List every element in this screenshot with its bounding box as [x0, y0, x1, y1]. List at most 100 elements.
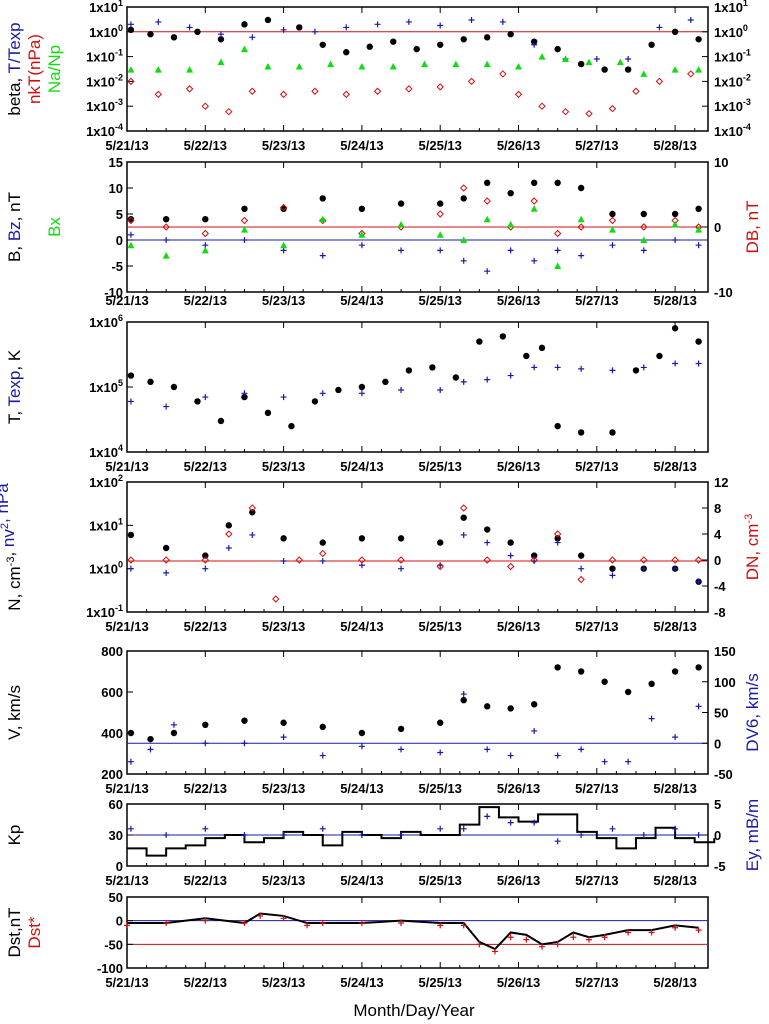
- series-db: [127, 184, 703, 238]
- y-tick-label: 1x10-2: [86, 72, 123, 89]
- tick-exponent: -1: [115, 603, 123, 613]
- data-point: [530, 205, 538, 212]
- data-point: [460, 825, 467, 832]
- data-point: [492, 948, 499, 955]
- data-point: [554, 941, 561, 948]
- series-ey: [127, 813, 702, 845]
- x-date-label: 5/22/13: [184, 781, 227, 796]
- data-point: [538, 53, 546, 60]
- label-part: DN, cm: [743, 524, 762, 581]
- data-point: [484, 813, 491, 820]
- y-right-tick-label: 10: [714, 155, 728, 170]
- data-point: [648, 680, 655, 687]
- data-point: [127, 66, 135, 73]
- panel-kp: 0 30 60 -5 0 5 5/21/13 5/22/13 5/23/13 5/24/13 5/2…: [5, 797, 762, 888]
- data-point: [672, 825, 679, 832]
- y-right-tick-label: -8: [714, 605, 726, 620]
- data-point: [625, 758, 632, 765]
- data-point: [530, 179, 538, 186]
- y-tick-label: 1x101: [89, 516, 123, 533]
- tick-exponent: -2: [743, 72, 751, 82]
- y-right-tick-label: 150: [714, 644, 736, 659]
- tick-exponent: 1: [743, 0, 748, 8]
- data-point: [671, 66, 679, 73]
- data-point: [186, 24, 193, 31]
- series-dv6: [127, 691, 702, 765]
- y-right-tick-label: -50: [714, 767, 733, 782]
- data-point: [640, 832, 647, 838]
- data-point: [374, 21, 381, 28]
- y-right-tick-label: 1x10-4: [714, 122, 751, 139]
- data-point: [554, 664, 561, 671]
- data-point: [460, 697, 467, 704]
- plot-frame: [126, 481, 709, 613]
- data-point: [554, 247, 561, 254]
- data-point: [296, 24, 303, 31]
- x-date-label: 5/24/13: [340, 138, 383, 153]
- y-tick-label: 1x10-4: [86, 122, 123, 139]
- x-date-label: 5/27/13: [575, 975, 618, 990]
- data-point: [437, 22, 444, 29]
- data-point: [163, 832, 170, 838]
- data-point: [127, 26, 135, 34]
- label-part: B,: [5, 241, 24, 262]
- data-point: [695, 664, 702, 671]
- data-point: [319, 252, 326, 259]
- data-point: [671, 556, 679, 564]
- data-point: [127, 21, 134, 28]
- data-point: [319, 920, 326, 927]
- data-point: [648, 715, 655, 722]
- data-point: [459, 504, 468, 512]
- y-right-tick-label: 100: [714, 675, 736, 690]
- data-point: [484, 376, 491, 383]
- data-point: [202, 552, 209, 559]
- data-point: [507, 539, 514, 546]
- y-tick-label: 15: [109, 155, 123, 170]
- data-point: [483, 197, 491, 205]
- data-point: [671, 220, 679, 228]
- y-tick-label: 60: [109, 797, 123, 812]
- data-point: [398, 247, 405, 254]
- data-point: [672, 734, 679, 741]
- data-point: [437, 386, 444, 393]
- data-point: [405, 367, 413, 374]
- data-point: [358, 383, 366, 391]
- y-right-tick-label: 0: [714, 828, 721, 843]
- tick-exponent: 0: [743, 23, 748, 33]
- data-point: [531, 41, 538, 48]
- data-point: [640, 247, 647, 254]
- data-point: [561, 55, 569, 63]
- y-axis-label: Dst,nT: [5, 907, 24, 957]
- data-point: [240, 45, 248, 53]
- data-point: [170, 383, 178, 391]
- data-point: [127, 241, 135, 249]
- label-part: DV6, km/s: [743, 673, 762, 751]
- data-point: [507, 31, 514, 38]
- y-tick-label: 1x10-3: [86, 97, 123, 114]
- data-point: [397, 200, 405, 207]
- data-point: [319, 752, 326, 759]
- data-point: [124, 922, 130, 929]
- data-point: [507, 247, 514, 254]
- data-point: [577, 215, 585, 223]
- panel-v: 200 400 600 800 -50 0 50 100 150 5/21/13 5/22/13 5/…: [5, 644, 762, 796]
- data-point: [127, 216, 135, 225]
- panel-dst: -100 -50 0 50 5/21/13 5/22/13 5/23/13 5/24/13 5/…: [5, 890, 709, 990]
- data-point: [578, 565, 585, 572]
- data-point: [202, 394, 209, 401]
- panel-beta: 1x10-4 1x10-3 1x10-2 1x10-1 1x100 1x101 1x10-4…: [5, 0, 751, 153]
- y-tick-label: 1x101: [89, 0, 123, 15]
- data-point: [358, 743, 365, 750]
- data-point: [625, 929, 632, 936]
- data-point: [531, 727, 538, 734]
- data-point: [358, 390, 365, 397]
- data-point: [632, 367, 640, 374]
- data-point: [609, 429, 616, 436]
- tick-exponent: 0: [118, 560, 123, 570]
- x-date-label: 5/25/13: [419, 138, 462, 153]
- data-point: [217, 58, 225, 66]
- data-point: [147, 31, 154, 38]
- y-tick-label: 30: [109, 828, 123, 843]
- data-point: [295, 556, 303, 564]
- panel-b: -10 -5 0 5 10 15 -10 0 10 5/21/13 5/22/13 5/23/13 5/…: [5, 155, 762, 308]
